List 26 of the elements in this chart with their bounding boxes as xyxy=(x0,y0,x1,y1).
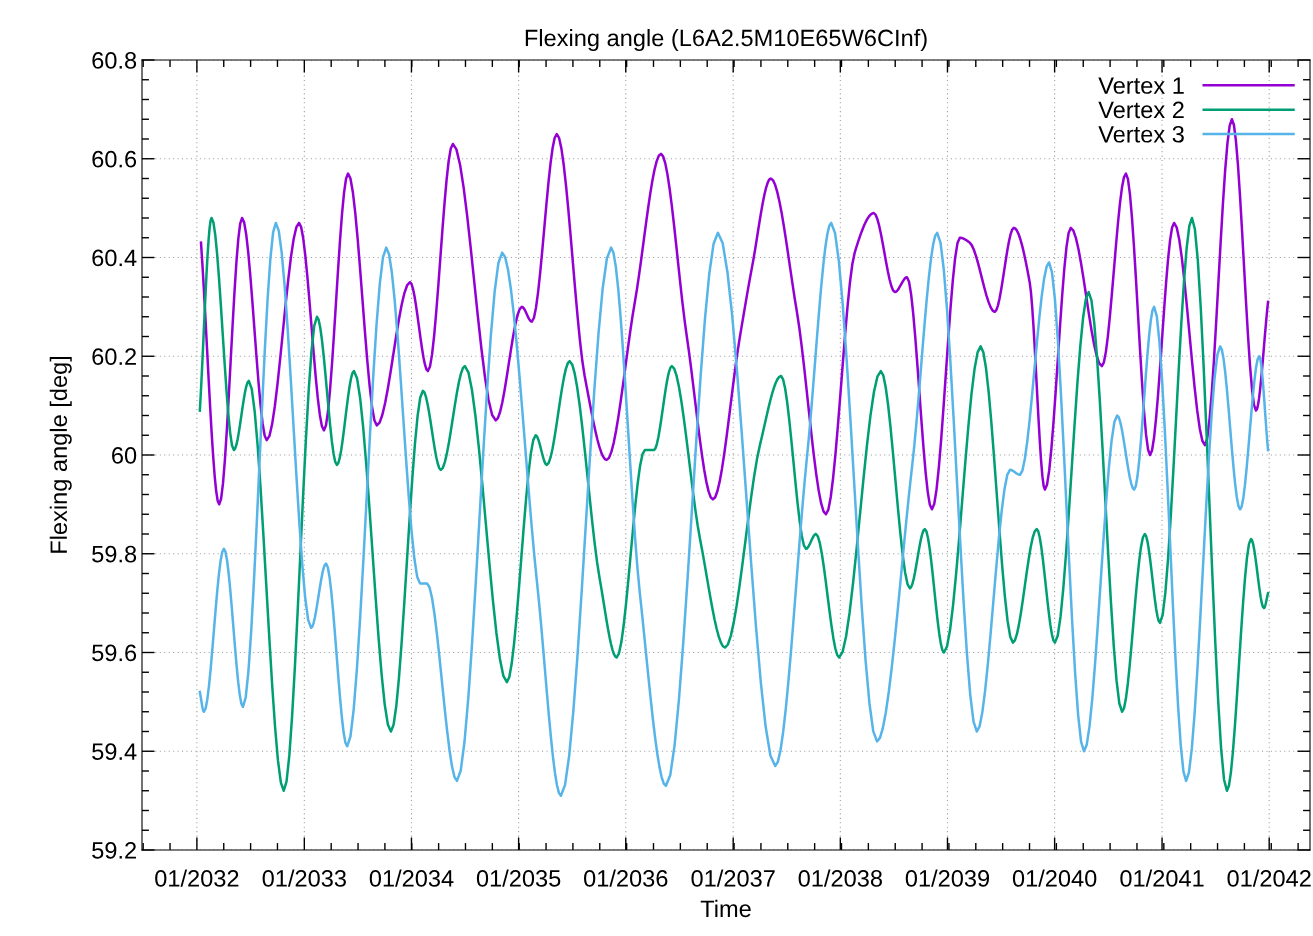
y-tick-label: 60.8 xyxy=(92,52,137,69)
legend-label: Vertex 3 xyxy=(1098,125,1184,143)
legend-label: Vertex 1 xyxy=(1098,77,1184,94)
x-tick-label: 01/2035 xyxy=(476,869,561,887)
x-tick-label: 01/2040 xyxy=(1012,869,1097,887)
x-tick-label: 01/2038 xyxy=(798,869,882,887)
x-axis-title: Time xyxy=(700,899,751,918)
x-tick-label: 01/2039 xyxy=(905,869,990,887)
x-tick-label: 01/2033 xyxy=(262,869,346,887)
x-tick-label: 01/2034 xyxy=(369,869,454,887)
x-tick-label: 01/2037 xyxy=(691,869,775,887)
y-tick-label: 59.8 xyxy=(92,545,137,563)
y-tick-label: 59.6 xyxy=(92,644,137,662)
x-tick-label: 01/2041 xyxy=(1120,869,1204,887)
legend-label: Vertex 2 xyxy=(1098,101,1184,119)
y-tick-label: 60 xyxy=(112,447,137,464)
x-tick-label: 01/2042 xyxy=(1227,869,1311,887)
y-tick-label: 60.4 xyxy=(92,249,137,267)
y-tick-label: 60.2 xyxy=(92,348,136,366)
y-axis-title: Flexing angle [deg] xyxy=(49,356,72,553)
x-tick-label: 01/2036 xyxy=(584,869,668,887)
y-tick-label: 59.2 xyxy=(92,842,136,859)
chart-title: Flexing angle (L6A2.5M10E65W6CInf) xyxy=(525,29,927,52)
x-tick-label: 01/2032 xyxy=(155,869,239,887)
y-tick-label: 59.4 xyxy=(92,743,137,761)
y-tick-label: 60.6 xyxy=(92,150,137,168)
